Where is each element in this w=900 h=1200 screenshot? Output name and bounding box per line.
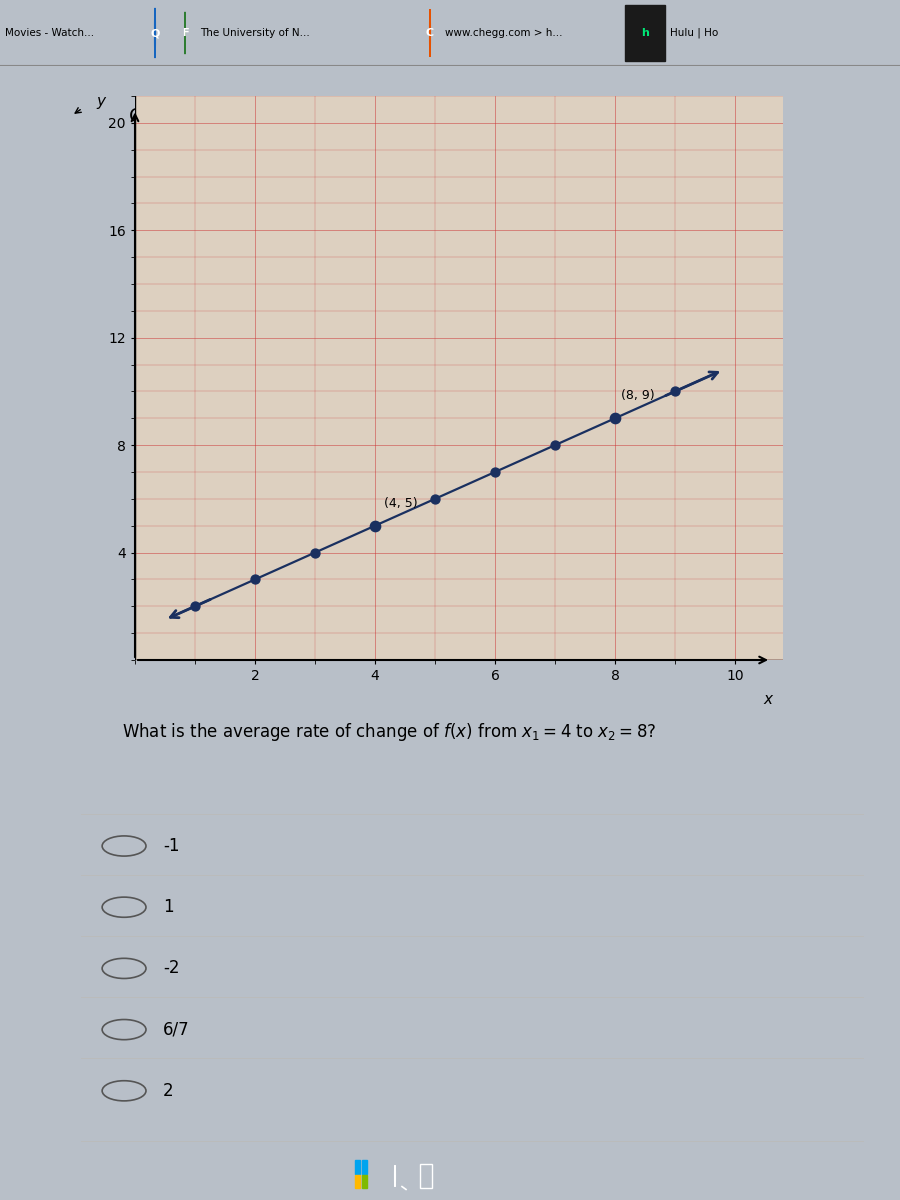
Text: Hulu | Ho: Hulu | Ho	[670, 28, 718, 38]
Text: The University of N...: The University of N...	[200, 28, 310, 38]
Text: 1: 1	[163, 898, 174, 917]
Text: What is the average rate of change of $f(x)$ from $x_1 = 4$ to $x_2 = 8$?: What is the average rate of change of $f…	[122, 721, 656, 743]
Bar	[355, 1175, 360, 1188]
Text: C: C	[426, 28, 434, 38]
Text: y: y	[96, 94, 105, 109]
Text: h: h	[641, 28, 649, 38]
Point	[428, 490, 442, 509]
Text: www.chegg.com > h...: www.chegg.com > h...	[445, 28, 562, 38]
Bar	[362, 1160, 367, 1174]
Point	[548, 436, 562, 455]
Point	[248, 570, 262, 589]
Text: x: x	[763, 692, 772, 707]
Point	[368, 516, 382, 535]
Text: -1: -1	[163, 838, 180, 854]
Point	[668, 382, 682, 401]
Text: Q: Q	[150, 28, 159, 38]
Text: -2: -2	[163, 960, 180, 977]
Text: Consider the graph of $f(x)$.: Consider the graph of $f(x)$.	[128, 104, 386, 128]
Point	[308, 542, 322, 562]
Bar	[355, 1160, 360, 1174]
Text: 2: 2	[163, 1082, 174, 1099]
Point	[188, 596, 202, 616]
Bar	[625, 5, 665, 61]
Text: F: F	[182, 28, 188, 38]
Bar	[362, 1175, 367, 1188]
Text: (4, 5): (4, 5)	[384, 497, 418, 510]
Text: Movies - Watch...: Movies - Watch...	[5, 28, 94, 38]
Point	[488, 462, 502, 481]
Bar	[420, 1164, 432, 1188]
Text: (8, 9): (8, 9)	[621, 389, 654, 402]
Text: 6/7: 6/7	[163, 1020, 190, 1039]
Point	[608, 409, 622, 428]
